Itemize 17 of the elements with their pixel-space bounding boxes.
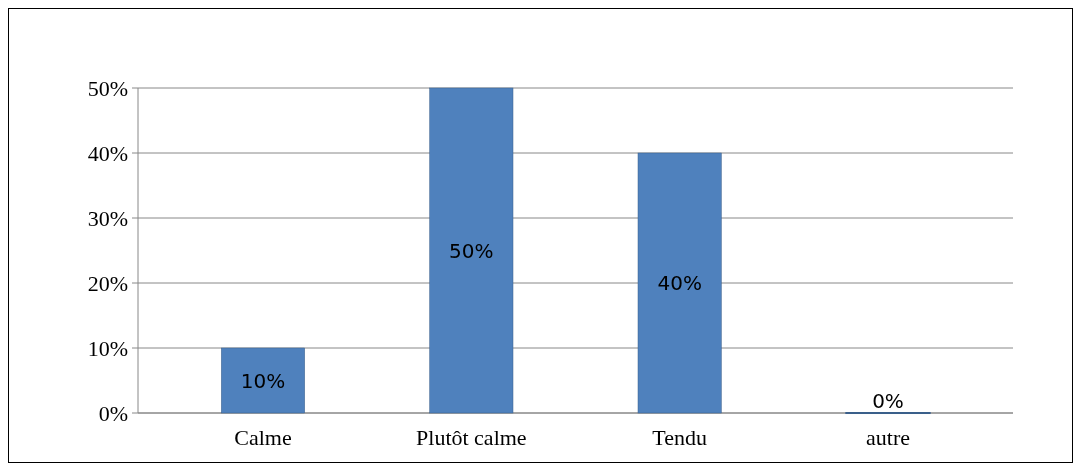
bar (221, 347, 305, 414)
x-tick-label: Plutôt calme (416, 425, 527, 450)
y-tick-label: 40% (87, 140, 128, 166)
y-tick-label: 0% (98, 400, 128, 426)
bar (637, 152, 722, 414)
y-tick-label: 30% (87, 205, 128, 231)
data-label: 40% (657, 271, 702, 295)
data-label: 0% (872, 389, 904, 413)
x-tick-label: Calme (234, 425, 292, 450)
y-tick-label: 20% (87, 270, 128, 296)
data-label: 10% (240, 368, 286, 393)
y-tick-label: 50% (87, 75, 128, 101)
data-label: 50% (449, 238, 494, 263)
x-tick-label: Tendu (652, 425, 707, 450)
x-tick-label: autre (866, 425, 910, 450)
y-tick-label: 10% (87, 335, 128, 361)
bar (429, 87, 514, 414)
